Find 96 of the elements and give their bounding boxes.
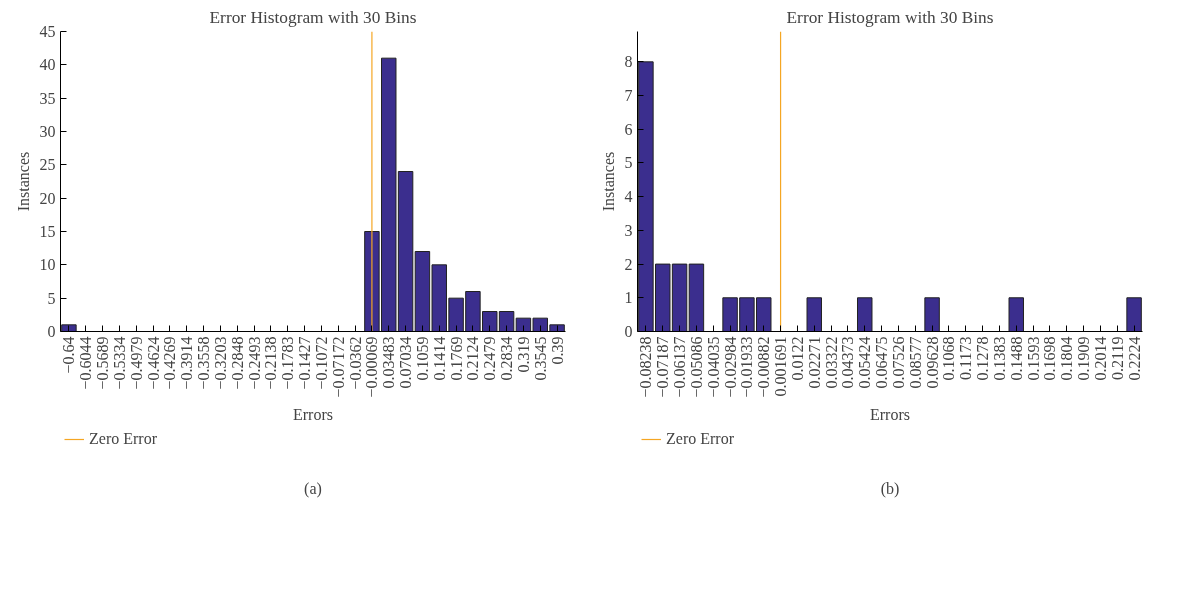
x-tick-label: −0.4979 [127,336,145,390]
x-tick-label: 0.09628 [923,336,941,389]
y-tick-label: 25 [39,156,56,174]
x-tick-label: −0.00882 [755,336,773,398]
x-tick-label: −0.5689 [94,336,112,390]
legend-label: Zero Error [89,430,157,448]
x-tick-label: −0.1427 [296,336,314,390]
legend-label: Zero Error [666,430,734,448]
x-tick-label: 0.39 [548,336,566,365]
x-tick-label: 0.1593 [1024,336,1042,381]
x-tick-label: 0.1383 [990,336,1008,381]
y-tick-label: 1 [624,289,633,307]
y-tick-label: 4 [624,188,633,206]
x-axis-title: Errors [293,405,333,423]
chart-title: Error Histogram with 30 Bins [786,7,994,27]
x-tick-label: −0.01933 [738,336,756,398]
bar [1008,297,1024,332]
x-tick-label: −0.02984 [721,336,739,398]
y-tick-label: 8 [624,53,633,71]
x-tick-label: −0.3914 [178,336,196,390]
x-tick-label: 0.2014 [1091,336,1109,381]
y-tick-label: 2 [624,255,633,273]
x-tick-label: 0.2834 [498,336,516,381]
x-tick-label: 0.02271 [805,336,823,389]
x-tick-label: 0.2119 [1108,336,1126,380]
y-tick-label: 6 [624,120,633,138]
x-tick-label: −0.1072 [312,336,330,390]
x-tick-label: −0.06137 [671,336,689,398]
y-tick-label: 5 [624,154,633,172]
y-tick-label: 3 [624,221,633,239]
x-tick-label: 0.1068 [940,336,958,381]
bar [61,324,77,332]
x-tick-label: 0.1488 [1007,336,1025,381]
y-tick-label: 30 [39,123,56,140]
y-tick-label: 5 [47,289,56,307]
y-tick-label: 20 [39,189,56,207]
x-axis-title: Errors [870,405,910,423]
x-tick-label: −0.2493 [245,336,263,390]
x-tick-label: 0.319 [514,336,532,373]
y-tick-label: 7 [624,87,633,105]
x-tick-label: 0.2224 [1125,336,1143,381]
x-tick-label: 0.1278 [974,336,992,381]
x-tick-label: −0.64 [60,336,78,374]
chart-title: Error Histogram with 30 Bins [209,7,417,27]
x-tick-label: 0.1769 [447,336,465,381]
x-tick-label: −0.5334 [110,336,128,390]
y-axis-title: Instances [14,151,32,212]
bar [1126,297,1142,332]
x-tick-label: 0.03322 [822,336,840,389]
x-tick-label: 0.05424 [856,336,874,389]
x-tick-label: 0.3545 [531,336,549,381]
text: (a) [304,479,322,498]
x-tick-label: −0.3558 [195,336,213,390]
x-tick-label: 0.2479 [481,336,499,381]
y-tick-label: 0 [624,323,633,340]
x-tick-label: 0.1414 [430,336,448,381]
x-tick-label: 0.001691 [772,336,790,397]
x-tick-label: −0.0362 [346,336,364,390]
x-tick-label: 0.1909 [1075,336,1093,381]
x-tick-label: −0.4624 [144,336,162,390]
y-tick-label: 10 [39,256,56,274]
x-tick-label: −0.07172 [329,336,347,398]
bar [806,297,822,332]
x-tick-label: 0.2124 [464,336,482,381]
x-tick-label: −0.1783 [279,336,297,390]
y-tick-label: 40 [39,56,56,74]
x-tick-label: 0.03483 [380,336,398,389]
y-tick-label: 0 [47,323,56,340]
bar [857,297,873,332]
x-tick-label: 0.08577 [906,336,924,389]
x-tick-label: 0.06475 [873,336,891,389]
x-tick-label: −0.00069 [363,336,381,398]
x-tick-label: −0.4269 [161,336,179,390]
x-tick-label: 0.1698 [1041,336,1059,381]
x-tick-label: 0.07526 [889,336,907,389]
x-tick-label: −0.2848 [228,336,246,390]
x-tick-label: −0.04035 [704,336,722,398]
x-tick-label: −0.05086 [687,336,705,398]
x-tick-label: 0.0122 [788,336,806,381]
x-tick-label: 0.1059 [413,336,431,381]
bar [924,297,940,332]
text: (b) [880,479,900,498]
x-tick-label: −0.08238 [637,336,655,398]
y-axis-title: Instances [599,151,617,212]
y-tick-label: 15 [39,223,56,240]
x-tick-label: 0.04373 [839,336,857,389]
y-tick-label: 45 [39,23,56,40]
x-tick-label: 0.1173 [957,336,975,380]
x-tick-label: −0.07187 [654,336,672,398]
x-tick-label: 0.1804 [1058,336,1076,381]
x-tick-label: −0.3203 [211,336,229,390]
x-tick-label: −0.6044 [77,336,95,390]
bar [688,263,705,332]
x-tick-label: 0.07034 [397,336,415,389]
x-tick-label: −0.2138 [262,336,280,390]
y-tick-label: 35 [39,89,56,107]
